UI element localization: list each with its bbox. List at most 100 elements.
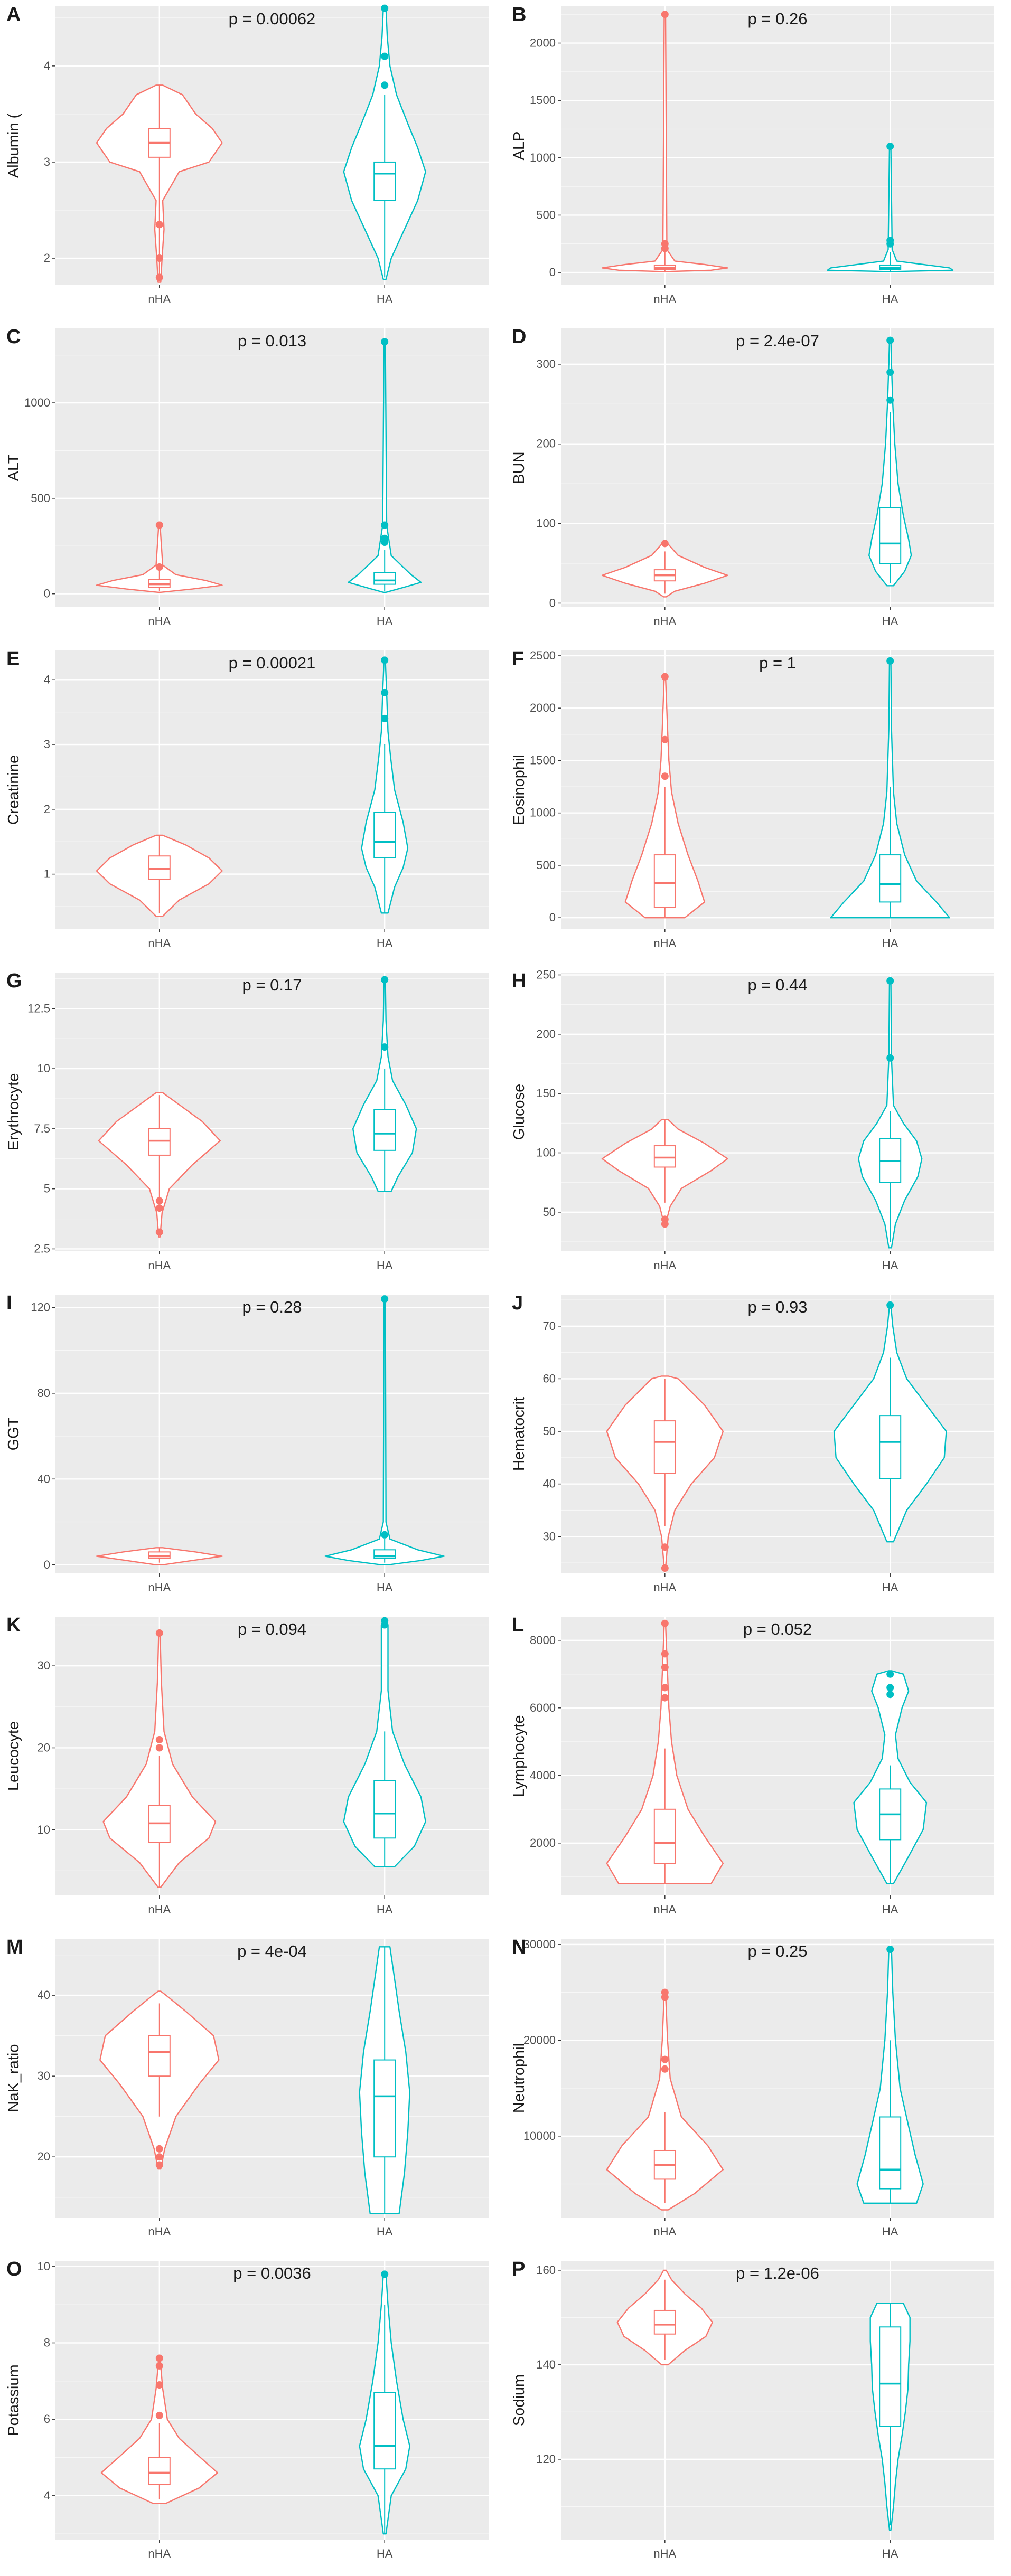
y-axis-label: GGT [5,1417,22,1450]
p-value-label: p = 0.17 [242,976,302,994]
outlier-point [155,273,163,281]
y-tick-label: 120 [31,1300,50,1314]
p-value-label: p = 0.25 [748,1942,808,1960]
p-value-label: p = 0.00062 [229,10,316,28]
x-tick-label: HA [377,292,393,306]
x-tick-label: nHA [653,1903,676,1916]
outlier-point [661,772,669,780]
y-tick-label: 2000 [530,1836,556,1850]
outlier-point [155,1629,163,1637]
plot-background [55,1617,489,1895]
outlier-point [155,2381,163,2389]
y-tick-label: 1500 [530,93,556,107]
y-tick-label: 500 [31,492,50,505]
box-nha [148,2035,171,2077]
p-value-label: p = 0.0036 [233,2264,311,2282]
box-ha [879,1415,902,1479]
y-axis-label: NaK_ratio [5,2044,22,2112]
y-tick-label: 30 [543,1530,556,1543]
panel-o: 4 6 8 10 nHA HA p = 0.0036 Potassium O [5,2258,489,2560]
x-tick-label: nHA [148,615,171,628]
outlier-point [381,714,389,722]
panel-letter: D [512,326,526,348]
outlier-point [886,1670,894,1678]
x-tick-label: nHA [653,2547,676,2560]
y-tick-label: 200 [536,1027,556,1041]
y-tick-label: 2 [44,251,50,265]
box-nha [653,1420,676,1474]
y-tick-label: 0 [44,1558,50,1571]
x-tick-label: HA [377,2547,393,2560]
x-tick-label: HA [882,1259,898,1272]
y-tick-label: 10 [38,1823,50,1836]
panel-letter: A [6,4,21,26]
y-tick-label: 2500 [530,649,556,662]
outlier-point [661,1564,669,1572]
plot-background [55,973,489,1251]
x-tick-label: nHA [148,1581,171,1594]
y-axis-label: Erythrocyte [5,1073,22,1151]
p-value-label: p = 0.094 [238,1620,306,1638]
y-tick-label: 12.5 [27,1002,50,1015]
panel-k: 10 20 30 nHA HA p = 0.094 Leucocyte K [5,1614,489,1916]
box-nha [653,2309,676,2335]
y-tick-label: 7.5 [34,1122,50,1135]
outlier-point [155,1735,163,1743]
p-value-label: p = 0.052 [743,1620,812,1638]
y-tick-label: 500 [536,208,556,221]
outlier-point [381,521,389,529]
panel-b: 0 500 1000 1500 2000 nHA HA p = 0.26 ALP B [511,4,994,306]
outlier-point [886,1054,894,1062]
outlier-point [661,1684,669,1692]
y-axis-label: Eosinophil [511,754,528,825]
y-axis-label: ALP [511,131,528,161]
outlier-point [661,1220,669,1228]
x-tick-label: nHA [653,615,676,628]
y-tick-label: 30000 [523,1938,556,1951]
outlier-point [155,2411,163,2419]
x-tick-label: HA [882,2225,898,2238]
box-nha [653,854,676,908]
outlier-point [886,657,894,665]
box-ha [373,161,396,201]
plot-background [55,328,489,607]
y-tick-label: 50 [543,1424,556,1438]
y-tick-label: 500 [536,858,556,872]
x-tick-label: nHA [148,1903,171,1916]
y-tick-label: 100 [536,517,556,530]
outlier-point [886,396,894,404]
y-tick-label: 50 [543,1205,556,1219]
outlier-point [381,2270,389,2278]
y-tick-label: 6000 [530,1701,556,1714]
plot-background [561,2261,994,2540]
box-nha [653,1145,676,1168]
y-tick-label: 4 [44,2489,50,2502]
y-tick-label: 20 [38,2150,50,2163]
panel-i: 0 40 80 120 nHA HA p = 0.28 GGT I [5,1292,489,1594]
plot-background [561,328,994,607]
panel-letter: O [6,2258,22,2280]
x-tick-label: nHA [653,292,676,306]
outlier-point [155,2354,163,2362]
y-tick-label: 2 [44,803,50,816]
outlier-point [886,977,894,985]
outlier-point [886,336,894,344]
y-tick-label: 2000 [530,36,556,50]
y-tick-label: 8000 [530,1634,556,1647]
p-value-label: p = 0.00021 [229,654,316,672]
panel-letter: J [512,1292,523,1314]
panel-g: 2.5 5 7.5 10 12.5 nHA HA p = 0.17 Erythrocyte G [5,970,489,1272]
x-tick-label: HA [377,615,393,628]
y-tick-label: 20 [38,1741,50,1754]
y-tick-label: 250 [536,968,556,981]
box-ha [879,507,902,564]
outlier-point [155,1744,163,1752]
x-tick-label: nHA [148,937,171,950]
y-tick-label: 0 [549,266,556,279]
y-tick-label: 30 [38,1659,50,1672]
y-tick-label: 140 [536,2358,556,2371]
outlier-point [886,1945,894,1953]
outlier-point [886,1301,894,1309]
panel-c: 0 500 1000 nHA HA p = 0.013 ALT C [5,326,489,628]
